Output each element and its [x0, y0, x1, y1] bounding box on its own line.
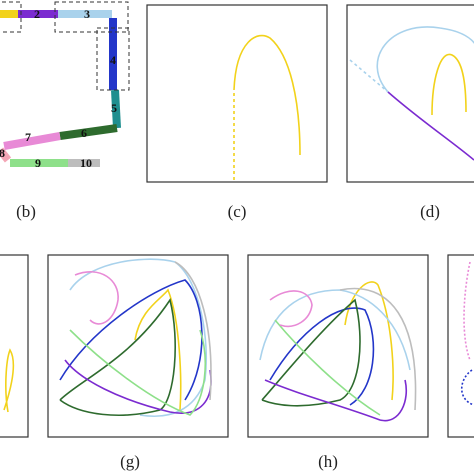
curve [460, 369, 474, 406]
curve [64, 359, 212, 414]
curve [463, 261, 471, 361]
panel-c: (c) [146, 4, 328, 221]
panel-h: (h) [247, 254, 429, 471]
curve [74, 271, 119, 325]
curve [174, 261, 212, 401]
panel-i [447, 254, 474, 438]
curve [387, 91, 474, 161]
curve [59, 298, 176, 416]
segment-label: 8 [0, 146, 5, 160]
curve [269, 307, 375, 406]
segment-label: 2 [34, 7, 40, 21]
curve [261, 298, 361, 407]
curve [431, 53, 467, 116]
curve [269, 290, 313, 327]
segment-label: 5 [111, 101, 117, 115]
curve [69, 329, 206, 416]
highlight-box [96, 27, 130, 91]
segment-label: 9 [35, 156, 41, 170]
curve [339, 287, 417, 411]
curve [349, 59, 389, 93]
segment-label: 10 [80, 156, 92, 170]
curve [376, 26, 474, 93]
curve [134, 288, 182, 411]
segment [59, 124, 118, 140]
curve [344, 281, 394, 401]
segment-label: 4 [110, 53, 116, 67]
caption: (g) [120, 452, 140, 471]
caption: (b) [16, 202, 36, 221]
caption: (c) [228, 202, 247, 221]
panel-f [0, 254, 29, 438]
caption: (d) [420, 202, 440, 221]
panel-g: (g) [47, 254, 229, 471]
panel-frame [346, 4, 474, 183]
curve [3, 348, 15, 413]
segment-label: 7 [25, 130, 31, 144]
panel-frame [247, 254, 429, 438]
segment [111, 89, 121, 129]
caption: (h) [318, 452, 338, 471]
highlight-box [54, 1, 129, 33]
segment [0, 147, 12, 163]
curve [274, 319, 381, 416]
curve [264, 379, 407, 422]
panel-frame [47, 254, 229, 438]
curve [233, 34, 301, 156]
panel-frame [447, 254, 474, 438]
curve [59, 279, 203, 401]
segment-label: 6 [81, 126, 87, 140]
panel-frame [146, 4, 328, 183]
curve [69, 258, 208, 417]
segment-label: 3 [84, 7, 90, 21]
panel-frame [0, 254, 29, 438]
panel-b: 2 3 4 5 6 7 8 9 10 (b) [0, 1, 130, 221]
segment [3, 132, 61, 150]
curve [259, 289, 411, 371]
panel-d: (d) [346, 4, 474, 221]
